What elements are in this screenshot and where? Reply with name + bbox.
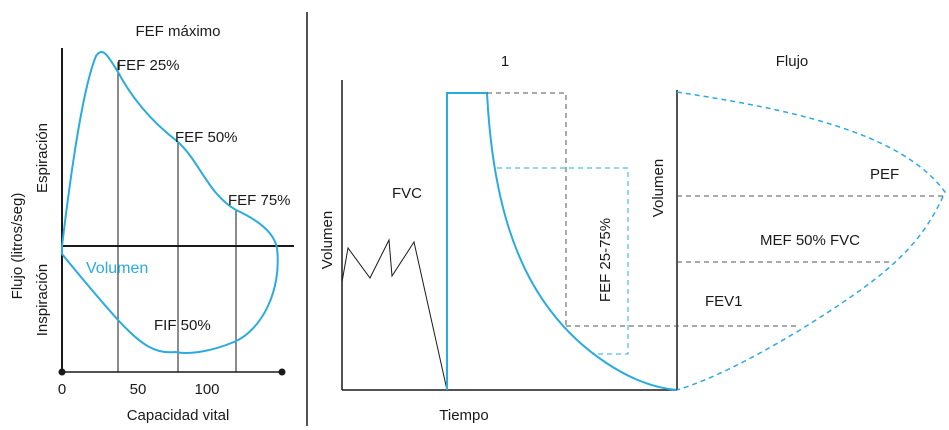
pef-label: PEF [870, 166, 899, 183]
x-tick-100: 100 [194, 381, 219, 398]
flow-envelope-curve [676, 91, 946, 391]
inspiration-label: Inspiración [34, 264, 51, 337]
mef50-label: MEF 50% FVC [760, 232, 860, 249]
fev1-guide-dashed [487, 92, 567, 326]
tidal-breathing-trace [341, 238, 448, 391]
volume-flow-panel: Flujo Volumen PEF MEF 50% FVC FEV1 [566, 53, 946, 391]
axis-start-dot [58, 368, 66, 376]
flow-volume-panel: FEF máximo FEF 25% FEF 50% FEF 75% FIF 5… [9, 23, 294, 424]
flow-volume-loop [61, 51, 279, 354]
panel-title: FEF máximo [135, 23, 220, 40]
volume-axis-title: Volumen [319, 211, 336, 269]
forced-expiration-curve [446, 92, 678, 391]
time-axis-title: Tiempo [439, 407, 488, 424]
panel-top-label: Flujo [776, 53, 809, 70]
right-volume-axis-title: Volumen [650, 159, 667, 217]
fef-band-label: FEF 25-75% [597, 218, 614, 302]
volume-curve-label: Volumen [86, 260, 148, 277]
volume-time-panel: 1 Volumen FVC FEF 25-75% Tiempo [319, 53, 678, 424]
fev1-label: FEV1 [705, 293, 743, 310]
x-tick-0: 0 [58, 381, 66, 398]
capacity-axis-title: Capacidad vital [127, 407, 230, 424]
fif50-label: FIF 50% [154, 317, 211, 334]
panel-top-label: 1 [501, 53, 509, 70]
expiration-label: Espiración [34, 123, 51, 193]
fef50-label: FEF 50% [175, 129, 238, 146]
axis-end-dot [278, 368, 286, 376]
fef25-label: FEF 25% [117, 57, 180, 74]
fef-band-dashed [497, 167, 629, 355]
fef75-label: FEF 75% [228, 192, 291, 209]
fvc-label: FVC [392, 185, 422, 202]
x-tick-50: 50 [130, 381, 147, 398]
flow-axis-title: Flujo (litros/seg) [9, 193, 26, 300]
